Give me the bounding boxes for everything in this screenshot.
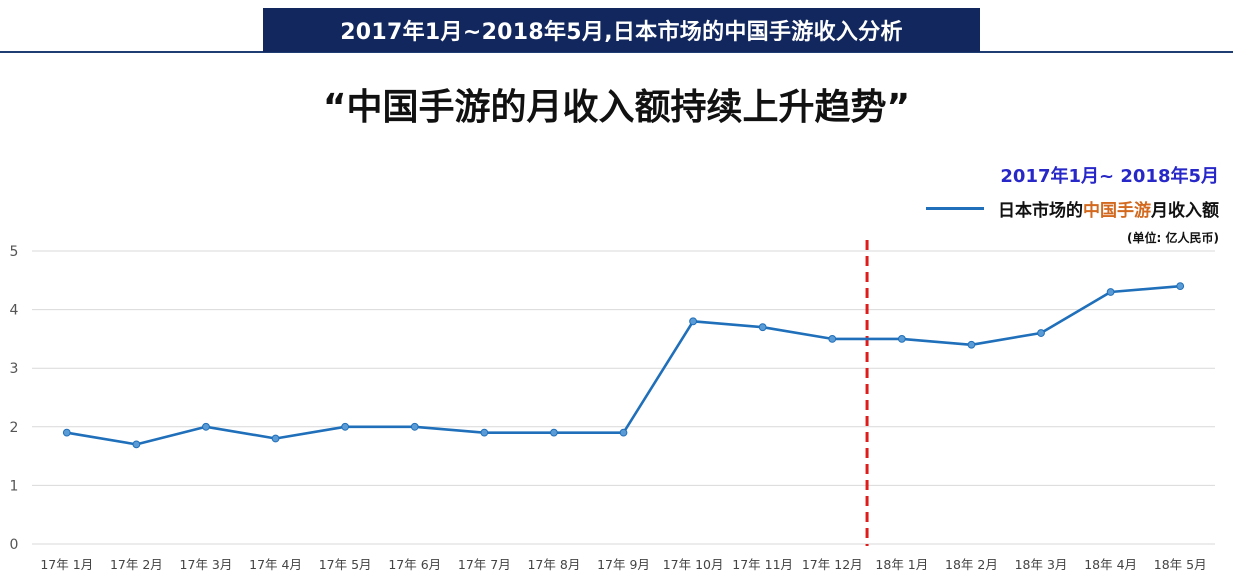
data-point xyxy=(619,428,628,437)
data-point xyxy=(828,335,837,343)
data-point xyxy=(1037,329,1045,337)
x-tick-label: 17年 3月 xyxy=(180,557,233,572)
data-point xyxy=(341,422,350,431)
x-tick-label: 18年 4月 xyxy=(1084,557,1137,572)
y-tick-label: 5 xyxy=(10,244,19,260)
x-tick-label: 17年 4月 xyxy=(249,557,302,572)
title-banner: 2017年1月~2018年5月,日本市场的中国手游收入分析 xyxy=(263,8,980,52)
data-point xyxy=(758,323,767,332)
x-tick-label: 17年 1月 xyxy=(40,557,93,572)
x-tick-label: 17年 2月 xyxy=(110,557,163,572)
legend-label-highlight: 中国手游 xyxy=(1083,201,1151,221)
data-point xyxy=(550,428,558,437)
data-point xyxy=(202,422,210,431)
data-point xyxy=(62,428,71,437)
legend-line-swatch xyxy=(926,207,984,210)
headline: “中国手游的月收入额持续上升趋势” xyxy=(322,87,911,128)
x-tick-label: 18年 1月 xyxy=(875,557,928,572)
legend-entry: 日本市场的 中国手游 月收入额 xyxy=(926,196,1219,221)
x-tick-label: 17年 7月 xyxy=(458,557,511,572)
data-point xyxy=(480,428,489,437)
y-tick-label: 4 xyxy=(10,303,19,319)
legend-label-suffix: 月收入额 xyxy=(1151,201,1219,221)
x-tick-label: 17年 5月 xyxy=(319,557,372,572)
top-rule xyxy=(0,51,1233,53)
data-point xyxy=(689,317,697,326)
x-tick-label: 17年 10月 xyxy=(663,557,724,572)
data-point xyxy=(132,440,141,449)
data-point xyxy=(1106,288,1115,296)
legend: 2017年1月~ 2018年5月 日本市场的 中国手游 月收入额 (单位: 亿人民币… xyxy=(926,162,1219,246)
x-tick-label: 17年 12月 xyxy=(802,557,863,572)
y-tick-label: 3 xyxy=(10,361,19,377)
x-tick-label: 17年 8月 xyxy=(527,557,580,572)
legend-unit: (单位: 亿人民币) xyxy=(1127,231,1219,245)
x-tick-label: 17年 11月 xyxy=(732,557,793,572)
x-tick-label: 18年 5月 xyxy=(1154,557,1207,572)
legend-date-range: 2017年1月~ 2018年5月 xyxy=(1000,166,1219,187)
data-point xyxy=(897,335,906,343)
data-point xyxy=(967,340,976,349)
data-point xyxy=(1176,282,1185,291)
x-tick-label: 18年 2月 xyxy=(945,557,998,572)
y-tick-label: 2 xyxy=(10,420,19,436)
legend-label-prefix: 日本市场的 xyxy=(998,201,1083,221)
y-tick-label: 1 xyxy=(10,478,19,494)
x-tick-label: 18年 3月 xyxy=(1015,557,1068,572)
x-tick-label: 17年 6月 xyxy=(388,557,441,572)
data-point xyxy=(410,422,419,431)
y-tick-label: 0 xyxy=(10,537,19,553)
data-point xyxy=(271,434,280,443)
x-tick-label: 17年 9月 xyxy=(597,557,650,572)
banner-title: 2017年1月~2018年5月,日本市场的中国手游收入分析 xyxy=(340,20,903,45)
